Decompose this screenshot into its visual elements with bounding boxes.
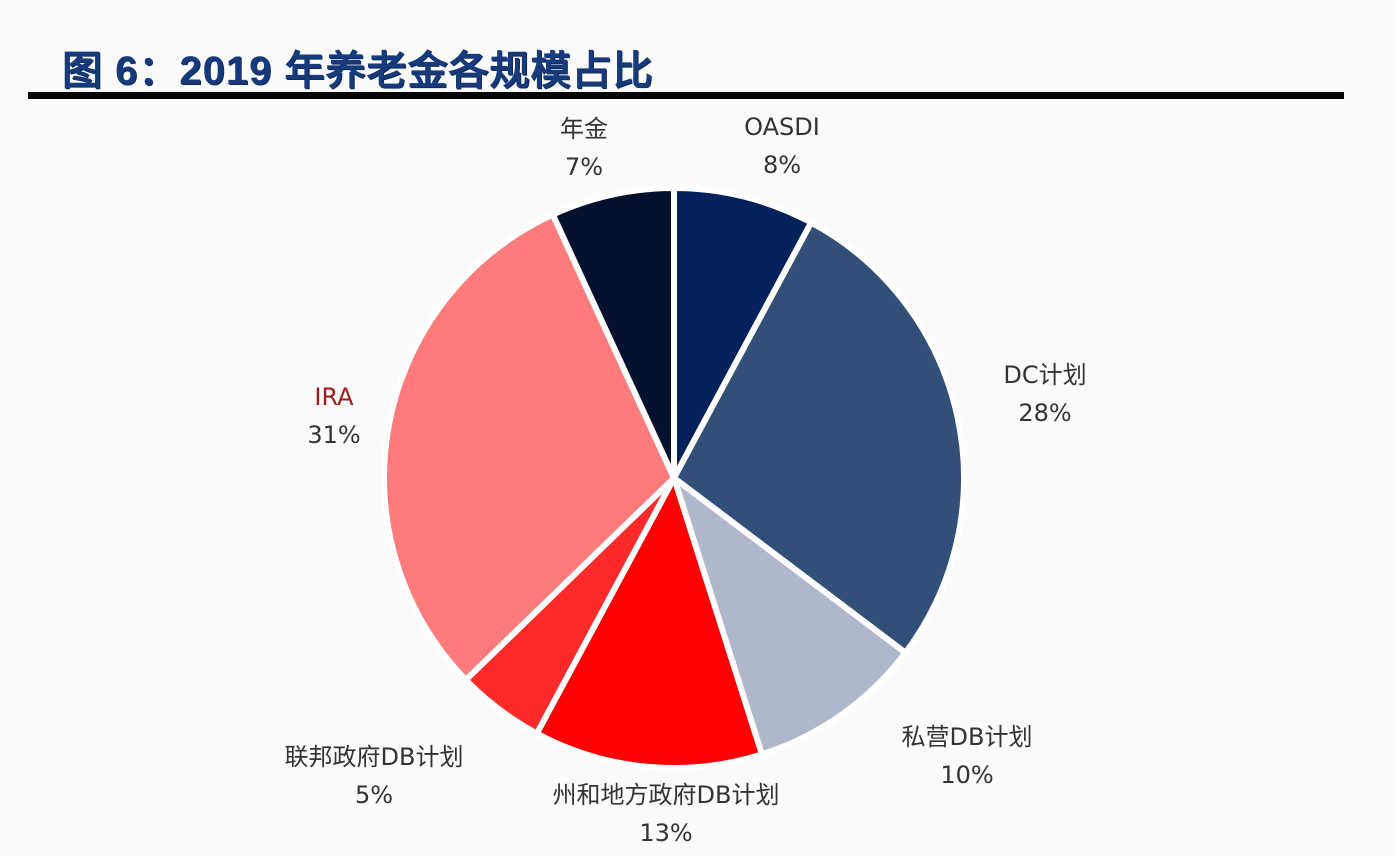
label-pct: 31% xyxy=(307,421,361,449)
title-divider xyxy=(28,92,1344,99)
label-dc-plan: DC计划 28% xyxy=(1003,356,1086,432)
pie-slice xyxy=(549,185,677,481)
pie-slice xyxy=(533,475,765,771)
label-private-db: 私营DB计划 10% xyxy=(902,718,1033,794)
pie-slice xyxy=(671,185,815,481)
label-state-local-db: 州和地方政府DB计划 13% xyxy=(553,776,780,852)
label-ira: IRA 31% xyxy=(307,378,360,454)
label-name: 私营DB计划 xyxy=(901,723,1033,751)
label-pct: 13% xyxy=(639,819,693,847)
chart-title: 图 6：2019 年养老金各规模占比 xyxy=(62,49,654,93)
label-annuity: 年金 7% xyxy=(560,110,608,186)
pie-slice xyxy=(671,475,909,758)
label-name: DC计划 xyxy=(1003,361,1087,389)
label-pct: 8% xyxy=(762,151,802,179)
pie-slice xyxy=(381,211,677,683)
label-pct: 28% xyxy=(1018,399,1072,427)
label-name: 年金 xyxy=(560,115,608,143)
pie-slice xyxy=(671,219,967,656)
label-pct: 7% xyxy=(564,153,604,181)
label-name: 州和地方政府DB计划 xyxy=(552,781,780,809)
pie-slices xyxy=(381,185,967,771)
label-federal-db: 联邦政府DB计划 5% xyxy=(285,738,464,814)
label-pct: 10% xyxy=(940,761,994,789)
label-oasdi: OASDI 8% xyxy=(744,108,820,184)
label-pct: 5% xyxy=(354,781,394,809)
label-name: IRA xyxy=(314,383,354,411)
label-name: 联邦政府DB计划 xyxy=(284,743,464,771)
label-name: OASDI xyxy=(744,113,820,141)
